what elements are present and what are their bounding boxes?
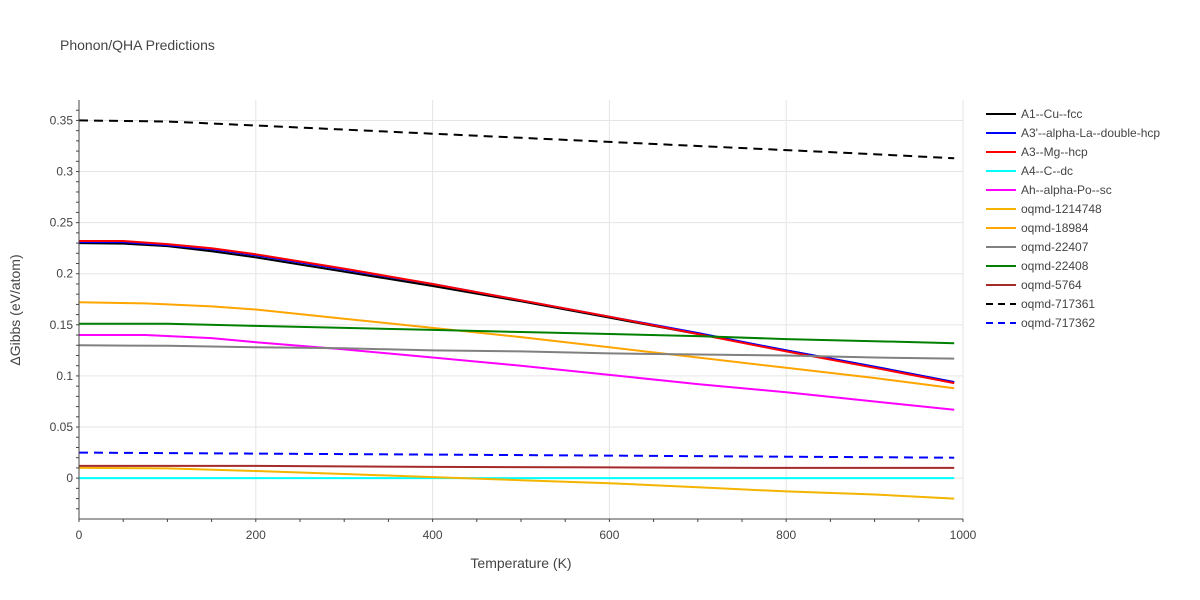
- legend-item[interactable]: oqmd-22408: [986, 259, 1089, 273]
- legend-item[interactable]: oqmd-717362: [986, 316, 1095, 330]
- x-tick-label: 600: [599, 528, 619, 542]
- series-line-A1--Cu--fcc: [78, 242, 955, 384]
- legend-item[interactable]: oqmd-18984: [986, 221, 1089, 235]
- legend-label: oqmd-5764: [1021, 278, 1082, 292]
- legend-item[interactable]: oqmd-717361: [986, 297, 1095, 311]
- legend-item[interactable]: A3--Mg--hcp: [986, 145, 1088, 159]
- x-tick-label: 800: [776, 528, 796, 542]
- y-tick-label: 0.25: [50, 216, 74, 230]
- series-line-oqmd-1214748: [78, 466, 955, 500]
- x-tick-label: 400: [423, 528, 443, 542]
- legend-label: A4--C--dc: [1021, 164, 1073, 178]
- legend-item[interactable]: A4--C--dc: [986, 164, 1073, 178]
- series-line-oqmd-717362: [78, 451, 955, 459]
- series-line-oqmd-22408: [79, 322, 955, 345]
- y-tick-label: 0.3: [56, 165, 73, 179]
- series-group: [78, 119, 955, 500]
- x-tick-label: 1000: [950, 528, 977, 542]
- legend-label: oqmd-1214748: [1021, 202, 1102, 216]
- legend-item[interactable]: A3'--alpha-La--double-hcp: [986, 126, 1160, 140]
- chart-title: Phonon/QHA Predictions: [60, 37, 215, 53]
- legend-label: oqmd-717362: [1021, 316, 1095, 330]
- x-tick-label: 200: [246, 528, 266, 542]
- series-line-Ah--alpha-Po--sc: [79, 334, 955, 411]
- axes: 0 200 400 600 800 1000 0 0.05 0.1 0.15 0.2 0.25 0.3 0…: [50, 100, 977, 542]
- x-axis-title: Temperature (K): [470, 555, 571, 571]
- series-line-oqmd-5764: [79, 464, 955, 469]
- legend-label: oqmd-22407: [1021, 240, 1089, 254]
- y-axis-title: ΔGibbs (eV/atom): [7, 254, 23, 365]
- series-line-oqmd-717361: [78, 119, 955, 160]
- legend[interactable]: A1--Cu--fcc A3'--alpha-La--double-hcp A3--…: [986, 107, 1160, 330]
- legend-item[interactable]: oqmd-5764: [986, 278, 1082, 292]
- legend-item[interactable]: A1--Cu--fcc: [986, 107, 1082, 121]
- legend-item[interactable]: oqmd-22407: [986, 240, 1089, 254]
- legend-label: oqmd-717361: [1021, 297, 1095, 311]
- y-tick-label: 0: [66, 471, 73, 485]
- legend-label: A3'--alpha-La--double-hcp: [1021, 126, 1160, 140]
- series-line-oqmd-18984: [78, 301, 955, 390]
- y-tick-label: 0.1: [56, 369, 73, 383]
- legend-label: oqmd-18984: [1021, 221, 1089, 235]
- y-tick-label: 0.05: [50, 420, 74, 434]
- series-line-A3'--alpha-La--double-hcp: [79, 241, 955, 384]
- legend-item[interactable]: Ah--alpha-Po--sc: [986, 183, 1112, 197]
- legend-label: oqmd-22408: [1021, 259, 1089, 273]
- series-line-oqmd-22407: [78, 344, 955, 360]
- x-tick-label: 0: [76, 528, 83, 542]
- y-tick-label: 0.2: [56, 267, 73, 281]
- legend-item[interactable]: oqmd-1214748: [986, 202, 1102, 216]
- legend-label: Ah--alpha-Po--sc: [1021, 183, 1112, 197]
- y-tick-label: 0.35: [50, 113, 74, 127]
- series-line-A3--Mg--hcp: [79, 240, 955, 385]
- legend-label: A3--Mg--hcp: [1021, 145, 1088, 159]
- y-tick-label: 0.15: [50, 318, 74, 332]
- legend-label: A1--Cu--fcc: [1021, 107, 1082, 121]
